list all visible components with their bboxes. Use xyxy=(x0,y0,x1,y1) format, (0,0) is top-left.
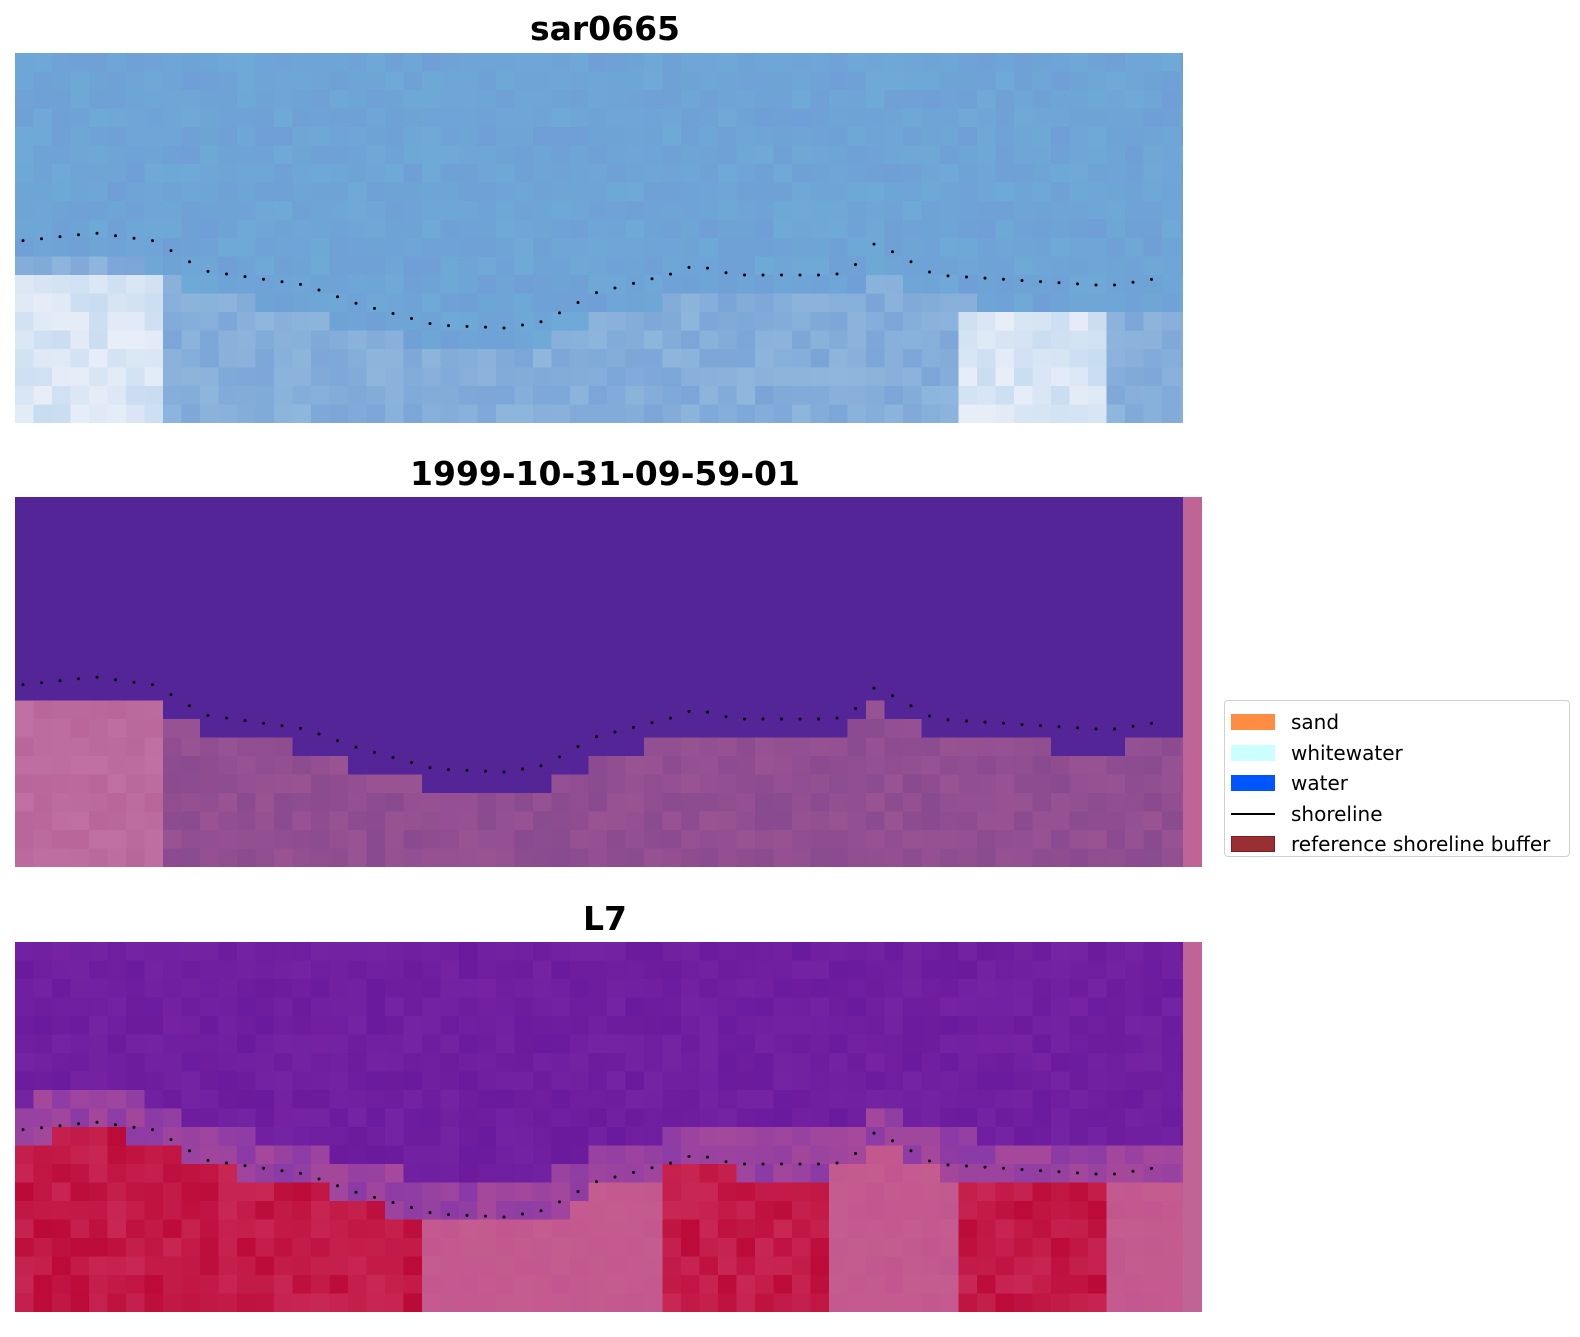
legend-label: shoreline xyxy=(1291,801,1383,826)
legend: sand whitewater water shoreline referenc… xyxy=(1224,700,1570,857)
legend-item-water: water xyxy=(1231,768,1569,799)
l7-image-panel xyxy=(15,942,1202,1312)
water-swatch xyxy=(1231,775,1275,792)
shoreline-swatch xyxy=(1231,812,1275,815)
legend-item-sand: sand xyxy=(1231,707,1569,738)
panel-title-classified: 1999-10-31-09-59-01 xyxy=(410,454,800,493)
legend-item-whitewater: whitewater xyxy=(1231,738,1569,769)
legend-label: whitewater xyxy=(1291,740,1403,765)
legend-label: water xyxy=(1291,771,1348,796)
legend-label: reference shoreline buffer xyxy=(1291,832,1551,857)
reference-buffer-swatch xyxy=(1231,836,1275,853)
legend-item-shoreline: shoreline xyxy=(1231,799,1569,830)
classified-image xyxy=(15,497,1202,867)
legend-label: sand xyxy=(1291,710,1340,735)
l7-index-image xyxy=(15,942,1202,1312)
panel-title-l7: L7 xyxy=(583,899,627,938)
whitewater-swatch xyxy=(1231,744,1275,761)
classified-image-panel xyxy=(15,497,1202,867)
legend-item-reference-buffer: reference shoreline buffer xyxy=(1231,829,1569,860)
rgb-image xyxy=(15,53,1183,423)
panel-title-rgb: sar0665 xyxy=(529,9,681,48)
sand-swatch xyxy=(1231,714,1275,731)
rgb-image-panel xyxy=(15,53,1183,423)
